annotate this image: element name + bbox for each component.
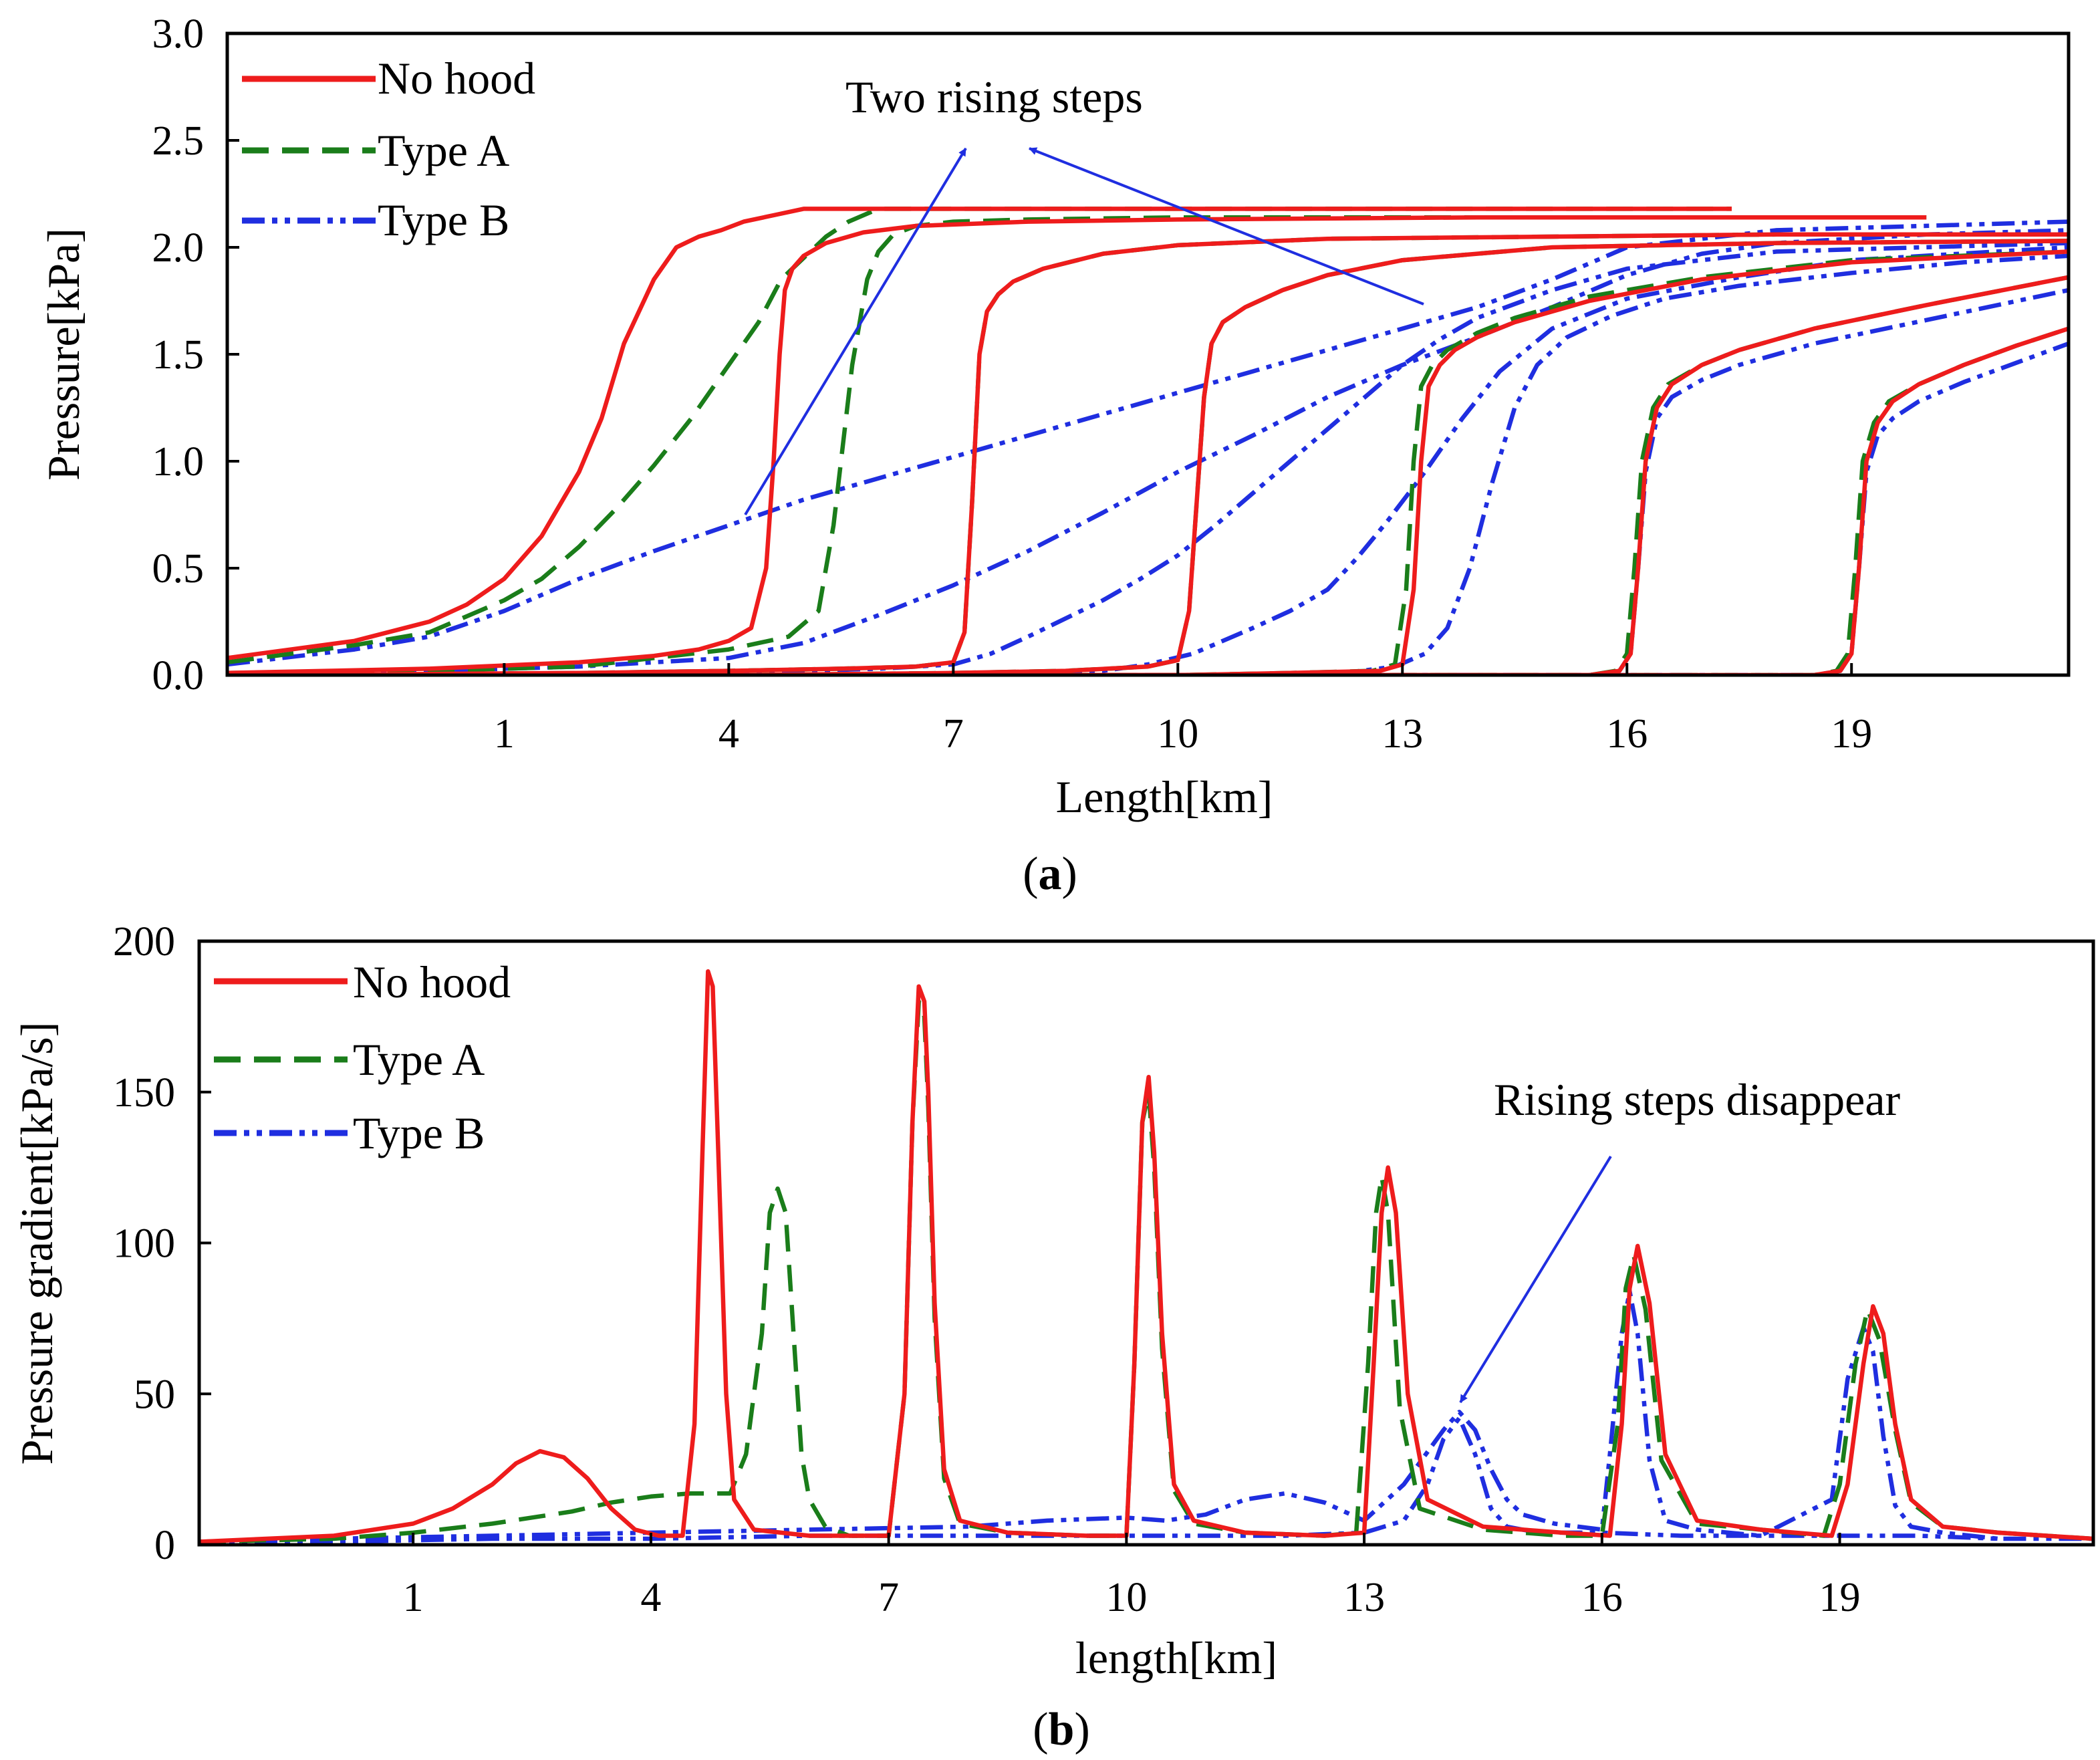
- panel-a-series-no-hood-line-3: [227, 232, 2069, 675]
- panel-b-series-no-hood-line-1: [199, 969, 2093, 1544]
- panel-a-x-axis-title: Length[km]: [1056, 771, 1273, 822]
- panel-a-series-type-b-line-7: [227, 341, 2069, 675]
- panel-a-x-ticks: 1 4 7 10 13 16 19: [494, 663, 1872, 757]
- panel-a-series-type-b-line-1: [227, 219, 2069, 667]
- panel-b-x-ticks: 1 4 7 10 13 16 19: [403, 1533, 1861, 1620]
- panel-b-y-tick-label: 50: [134, 1372, 175, 1417]
- panel-a-x-tick-label: 19: [1831, 711, 1872, 757]
- panel-a-data-layer: [227, 207, 2069, 675]
- panel-a-legend-label-type-b: Type B: [378, 195, 509, 245]
- panel-b-caption: (b): [1033, 1704, 1090, 1755]
- panel-b-series-type-b-line-1: [199, 1289, 1999, 1544]
- panel-a-y-axis-title: Pressure[kPa]: [38, 228, 89, 481]
- panel-b-x-tick-label: 16: [1581, 1575, 1623, 1620]
- panel-a-y-tick-label: 2.0: [152, 225, 205, 271]
- panel-a-series-type-a-line-1: [227, 207, 1732, 665]
- panel-a-legend-label-no-hood: No hood: [378, 53, 535, 104]
- panel-a-y-ticks: 0.0 0.5 1.0 1.5 2.0 2.5 3.0: [152, 11, 239, 699]
- panel-a-annotation-text: Two rising steps: [845, 72, 1143, 122]
- panel-a-y-tick-label: 3.0: [152, 11, 205, 57]
- panel-b-legend-label-no-hood: No hood: [353, 957, 511, 1007]
- panel-a-series-type-a-line-7: [227, 326, 2069, 675]
- panel-b-series-type-b-line-2: [199, 1416, 2093, 1544]
- panel-a-annotation-arrow-left: [744, 147, 967, 516]
- panel-b-annotation-text: Rising steps disappear: [1494, 1074, 1901, 1125]
- panel-a-y-tick-label: 0.5: [152, 546, 205, 592]
- panel-b-legend: No hood Type A Type B: [214, 957, 511, 1158]
- panel-b: 0 50 100 150 200 1 4 7 10 13 16 19 length[km] Pres…: [11, 919, 2095, 1755]
- panel-a-x-tick-label: 4: [718, 711, 739, 757]
- panel-a-caption-open: (: [1023, 848, 1038, 900]
- panel-a-series-no-hood-line-1: [227, 207, 1732, 660]
- panel-a-x-tick-label: 7: [943, 711, 964, 757]
- panel-a-caption-letter: a: [1039, 848, 1062, 900]
- panel-b-y-tick-label: 100: [113, 1221, 175, 1267]
- panel-b-annotation-arrow: [1459, 1155, 1612, 1404]
- panel-b-y-tick-label: 0: [154, 1523, 175, 1568]
- panel-b-caption-letter: b: [1049, 1704, 1075, 1755]
- panel-a-x-tick-label: 10: [1157, 711, 1198, 757]
- panel-a-legend-label-type-a: Type A: [378, 125, 509, 176]
- panel-a-caption-close: ): [1062, 848, 1077, 900]
- panel-b-x-tick-label: 13: [1343, 1575, 1385, 1620]
- panel-a-caption: (a): [1023, 848, 1077, 900]
- panel-b-caption-open: (: [1033, 1704, 1048, 1755]
- panel-b-y-ticks: 0 50 100 150 200: [113, 919, 211, 1568]
- panel-b-plot-frame: [197, 939, 2095, 1547]
- panel-a-y-tick-label: 1.0: [152, 439, 205, 485]
- panel-b-x-tick-label: 7: [878, 1575, 899, 1620]
- panel-a: 0.0 0.5 1.0 1.5 2.0 2.5 3.0 1 4 7 10 13 16 19 Length…: [38, 11, 2071, 900]
- panel-a-series-no-hood-line-4: [227, 239, 2069, 675]
- panel-a-annotation-arrow-right: [1029, 147, 1424, 305]
- panel-b-x-tick-label: 19: [1819, 1575, 1861, 1620]
- panel-a-x-tick-label: 16: [1606, 711, 1648, 757]
- panel-b-y-tick-label: 150: [113, 1070, 175, 1116]
- panel-a-series-type-b-line-2: [227, 228, 2069, 675]
- panel-a-y-tick-label: 0.0: [152, 653, 205, 699]
- panel-b-data-layer: [199, 969, 2093, 1544]
- panel-b-x-tick-label: 10: [1105, 1575, 1147, 1620]
- panel-a-series-no-hood-line-6: [227, 275, 2069, 675]
- panel-a-legend: No hood Type A Type B: [242, 53, 535, 245]
- panel-a-y-tick-label: 2.5: [152, 118, 205, 164]
- panel-a-series-no-hood-line-2: [227, 215, 1927, 675]
- panel-a-series-type-b-line-3: [227, 241, 2069, 675]
- panel-a-y-tick-label: 1.5: [152, 332, 205, 378]
- panel-b-legend-label-type-a: Type A: [353, 1034, 485, 1085]
- panel-b-legend-label-type-b: Type B: [353, 1108, 485, 1158]
- panel-b-x-tick-label: 4: [640, 1575, 661, 1620]
- panel-b-x-tick-label: 1: [403, 1575, 424, 1620]
- panel-a-series-type-b-line-6: [227, 287, 2069, 675]
- panel-b-caption-close: ): [1074, 1704, 1089, 1755]
- panel-b-y-tick-label: 200: [113, 919, 175, 965]
- panel-b-x-axis-title: length[km]: [1075, 1632, 1277, 1683]
- panel-a-x-tick-label: 1: [494, 711, 515, 757]
- panel-a-series-no-hood-line-7: [227, 326, 2069, 675]
- panel-b-y-axis-title: Pressure gradient[kPa/s]: [11, 1022, 62, 1465]
- panel-a-x-tick-label: 13: [1382, 711, 1423, 757]
